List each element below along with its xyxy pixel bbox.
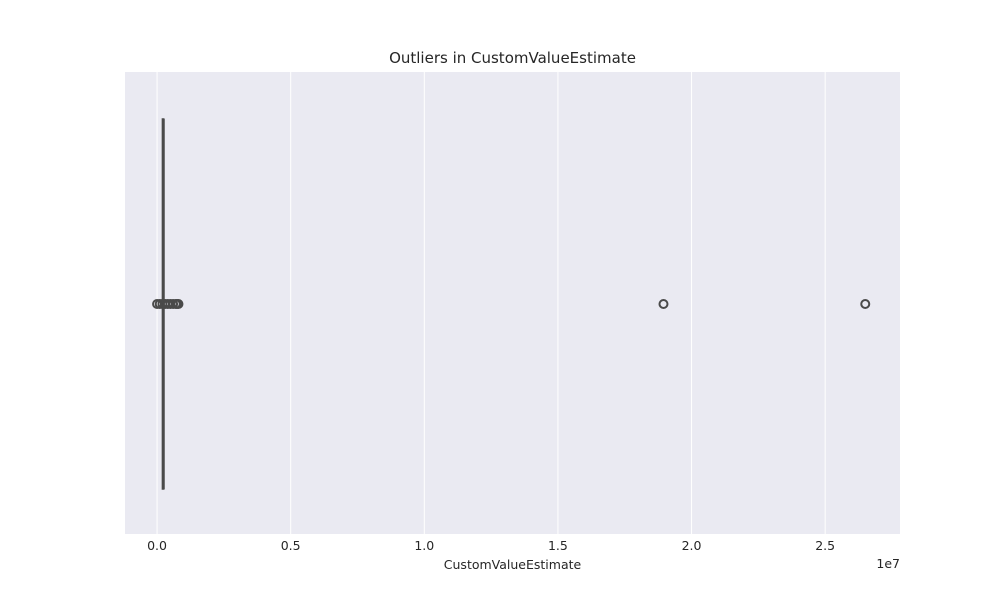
x-axis-ticks: 0.0 0.5 1.0 1.5 2.0 2.5 [147, 538, 835, 553]
grid-lines [156, 72, 826, 534]
x-tick-label: 1.0 [414, 538, 434, 553]
chart-title: Outliers in CustomValueEstimate [389, 49, 636, 67]
x-tick-label: 0.0 [147, 538, 167, 553]
outlier-points [152, 299, 871, 309]
x-axis-label: CustomValueEstimate [444, 557, 582, 572]
x-tick-label: 1.5 [548, 538, 568, 553]
outlier-point [658, 299, 669, 309]
x-tick-label: 2.0 [682, 538, 702, 553]
x-tick-label: 0.5 [281, 538, 301, 553]
outlier-point [860, 299, 871, 309]
x-axis-offset-label: 1e7 [876, 556, 900, 571]
outlier-point [173, 299, 184, 309]
plot-area [125, 72, 900, 534]
x-tick-label: 2.5 [815, 538, 835, 553]
